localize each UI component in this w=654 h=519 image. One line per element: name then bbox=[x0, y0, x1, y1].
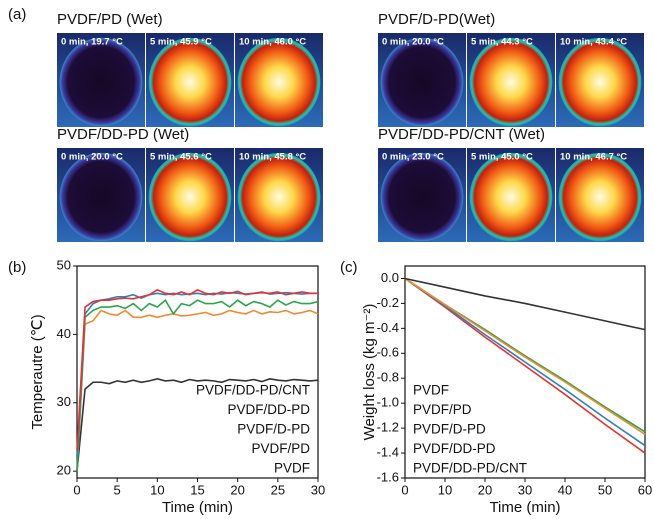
y-tick-label: 20 bbox=[57, 463, 71, 478]
image-caption: 10 min, 46.7 °C bbox=[560, 152, 627, 163]
x-tick-label: 0 bbox=[401, 482, 408, 497]
series-line bbox=[76, 291, 318, 458]
y-tick-label: -0.6 bbox=[377, 345, 399, 360]
thermal-sample bbox=[558, 152, 642, 242]
x-axis-label: Time (min) bbox=[162, 499, 233, 516]
y-tick-label: -0.2 bbox=[377, 295, 399, 310]
series-line bbox=[404, 277, 646, 447]
x-tick-label: 40 bbox=[558, 482, 572, 497]
thermal-sample bbox=[237, 37, 321, 127]
series-line bbox=[76, 378, 319, 472]
image-caption: 5 min, 45.6 °C bbox=[150, 152, 212, 163]
group-title: PVDF/DD-PD/CNT (Wet) bbox=[378, 126, 545, 143]
x-tick-label: 30 bbox=[518, 482, 532, 497]
image-caption: 5 min, 45.9 °C bbox=[150, 37, 212, 48]
image-caption: 5 min, 44.3 °C bbox=[471, 37, 533, 48]
group-title: PVDF/D-PD(Wet) bbox=[378, 11, 495, 28]
series-line bbox=[404, 277, 646, 436]
panel-label: (a) bbox=[8, 6, 26, 23]
thermal-sample bbox=[59, 152, 143, 242]
thermal-sample bbox=[148, 152, 232, 242]
x-tick-label: 20 bbox=[478, 482, 492, 497]
legend-entry: PVDF/DD-PD/CNT bbox=[413, 461, 527, 476]
series-line bbox=[76, 298, 319, 472]
y-tick-label: 30 bbox=[57, 394, 71, 409]
y-tick-label: -1.4 bbox=[377, 444, 399, 459]
x-tick-label: 10 bbox=[150, 482, 164, 497]
x-tick-label: 5 bbox=[114, 482, 121, 497]
y-tick-label: -0.4 bbox=[377, 320, 399, 335]
y-tick-label: 0.0 bbox=[381, 270, 399, 285]
image-caption: 5 min, 45.0 °C bbox=[471, 152, 533, 163]
y-tick-label: 40 bbox=[57, 326, 71, 341]
x-tick-label: 10 bbox=[438, 482, 452, 497]
y-axis-label: Weight loss (kg m⁻²) bbox=[361, 304, 378, 441]
group-title: PVDF/PD (Wet) bbox=[57, 11, 163, 28]
x-tick-label: 20 bbox=[230, 482, 244, 497]
x-axis-label: Time (min) bbox=[489, 499, 560, 516]
y-tick-label: 50 bbox=[57, 257, 71, 272]
y-tick-label: -0.8 bbox=[377, 370, 399, 385]
legend-entry: PVDF/DD-PD bbox=[413, 441, 496, 456]
y-tick-label: -1.2 bbox=[377, 420, 399, 435]
thermal-sample bbox=[469, 152, 553, 242]
series-line bbox=[404, 277, 646, 454]
x-tick-label: 30 bbox=[311, 482, 325, 497]
x-tick-label: 15 bbox=[190, 482, 204, 497]
x-tick-label: 60 bbox=[638, 482, 652, 497]
thermal-sample bbox=[148, 37, 232, 127]
thermal-sample bbox=[237, 152, 321, 242]
legend-entry: PVDF bbox=[413, 383, 449, 398]
thermal-sample bbox=[558, 37, 642, 127]
legend-entry: PVDF/PD bbox=[413, 402, 472, 417]
image-caption: 0 min, 23.0 °C bbox=[382, 152, 444, 163]
thermal-sample bbox=[380, 152, 464, 242]
x-tick-label: 0 bbox=[73, 482, 80, 497]
image-caption: 10 min, 45.8 °C bbox=[239, 152, 306, 163]
image-caption: 0 min, 20.0 °C bbox=[61, 152, 123, 163]
x-tick-label: 50 bbox=[598, 482, 612, 497]
legend-entry: PVDF bbox=[274, 461, 310, 476]
series-line bbox=[76, 289, 318, 451]
y-tick-label: -1.0 bbox=[377, 395, 399, 410]
panel-label: (c) bbox=[340, 259, 358, 276]
legend-entry: PVDF/PD bbox=[251, 441, 310, 456]
legend-entry: PVDF/D-PD bbox=[237, 422, 310, 437]
panel-label: (b) bbox=[8, 259, 26, 276]
legend-entry: PVDF/D-PD bbox=[413, 422, 486, 437]
y-tick-label: -1.6 bbox=[377, 469, 399, 484]
x-tick-label: 25 bbox=[271, 482, 285, 497]
image-caption: 10 min, 46.0 °C bbox=[239, 37, 306, 48]
thermal-sample bbox=[469, 37, 553, 127]
thermal-sample bbox=[59, 37, 143, 127]
thermal-sample bbox=[380, 37, 464, 127]
series-line bbox=[404, 277, 646, 331]
image-caption: 0 min, 19.7 °C bbox=[61, 37, 123, 48]
group-title: PVDF/DD-PD (Wet) bbox=[57, 126, 189, 143]
image-caption: 0 min, 20.0 °C bbox=[382, 37, 444, 48]
series-line bbox=[76, 309, 319, 472]
image-caption: 10 min, 43.4 °C bbox=[560, 37, 627, 48]
y-axis-label: Temperautre (℃) bbox=[29, 314, 46, 429]
legend-entry: PVDF/DD-PD/CNT bbox=[196, 383, 310, 398]
legend-entry: PVDF/DD-PD bbox=[227, 402, 310, 417]
